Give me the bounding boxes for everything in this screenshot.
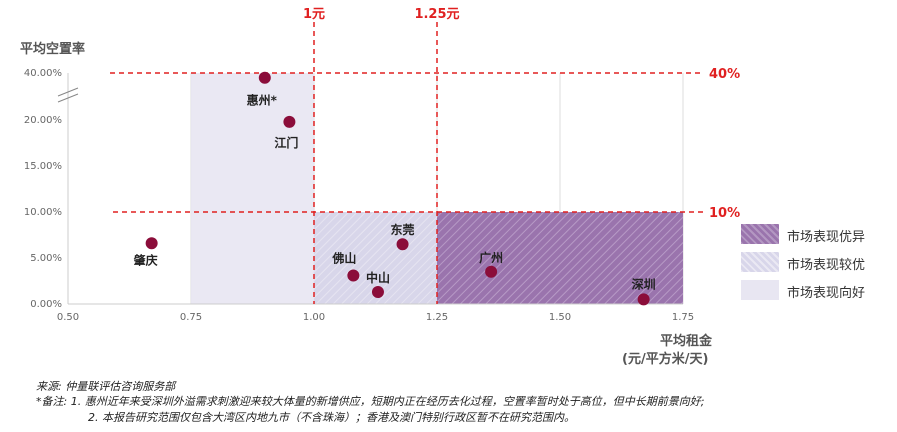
data-point-label: 中山 (366, 270, 390, 285)
footnote-source: 来源: 仲量联评估咨询服务部 (36, 380, 176, 393)
y-tick-label: 10.00% (24, 207, 62, 218)
data-point (258, 71, 271, 84)
data-point-label: 佛山 (331, 250, 356, 265)
y-tick-label: 15.00% (24, 161, 62, 172)
y-axis-break-mark (57, 87, 79, 97)
reference-line-label: 40% (709, 67, 740, 82)
x-tick-label: 1.75 (672, 312, 694, 323)
data-point-label: 惠州* (247, 93, 278, 108)
x-tick-label: 1.50 (549, 312, 571, 323)
data-point (637, 293, 650, 306)
data-point (485, 265, 498, 278)
y-tick-label: 0.00% (30, 299, 62, 310)
data-point (347, 269, 360, 282)
data-point-label: 东莞 (391, 222, 415, 237)
data-point-label: 广州 (479, 250, 503, 265)
y-axis-title: 平均空置率 (20, 42, 86, 57)
y-tick-label: 5.00% (30, 253, 62, 264)
x-axis-title: 平均租金 (660, 334, 713, 349)
x-tick-label: 0.50 (57, 312, 79, 323)
y-tick-label: 40.00% (24, 68, 62, 79)
region-excellent (437, 212, 683, 304)
data-point (371, 286, 384, 299)
data-point (283, 115, 296, 128)
legend-label-excellent: 市场表现优异 (787, 230, 866, 245)
legend-swatch-improving (741, 280, 779, 300)
x-tick-label: 0.75 (180, 312, 202, 323)
y-tick-label: 20.00% (24, 115, 62, 126)
data-point (145, 237, 158, 250)
data-point-label: 深圳 (632, 276, 656, 291)
data-point-label: 肇庆 (134, 252, 158, 267)
legend-label-good: 市场表现较优 (787, 258, 866, 273)
x-tick-label: 1.25 (426, 312, 448, 323)
x-tick-label: 1.00 (303, 312, 325, 323)
legend-swatch-excellent (741, 224, 779, 244)
legend-swatch-good (741, 252, 779, 272)
reference-line-label: 1元 (303, 7, 325, 22)
data-point-label: 江门 (274, 135, 298, 150)
data-point (396, 238, 409, 251)
legend-label-improving: 市场表现向好 (787, 286, 866, 301)
reference-line-label: 10% (709, 206, 740, 221)
y-axis-break-mark (57, 93, 79, 103)
footnote-note-2: 2. 本报告研究范围仅包含大湾区内地九市（不含珠海）；香港及澳门特别行政区暂不在… (88, 411, 575, 424)
footnote-note-1: *备注: 1. 惠州近年来受深圳外溢需求刺激迎来较大体量的新增供应，短期内正在经… (36, 395, 705, 408)
reference-line-label: 1.25元 (414, 7, 459, 22)
region-improving (191, 73, 314, 304)
x-axis-unit: (元/平方米/天) (622, 352, 709, 367)
